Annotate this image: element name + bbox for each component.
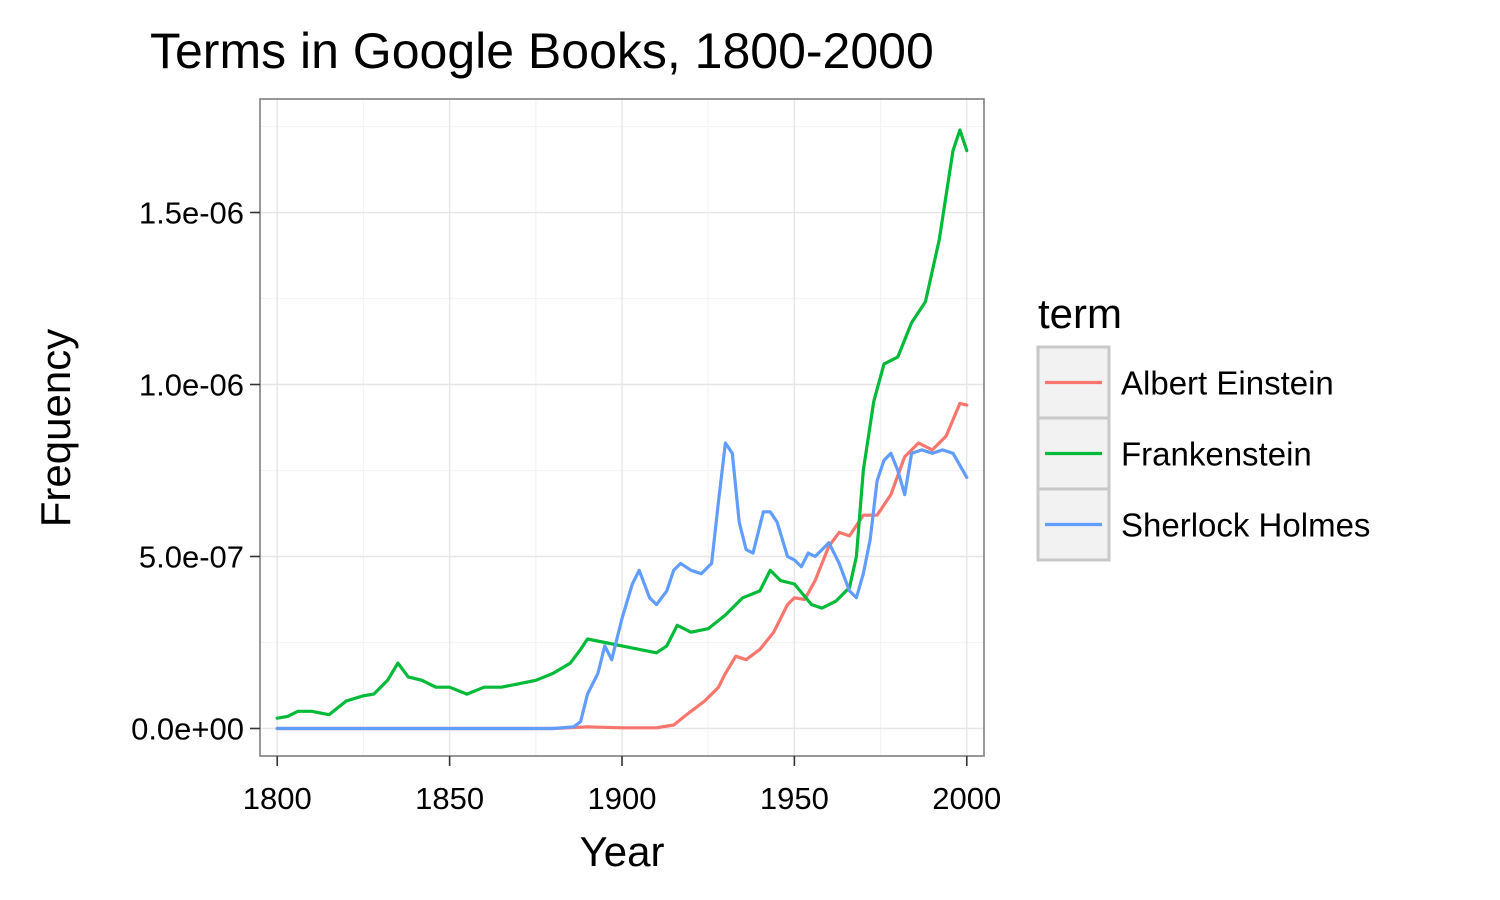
y-tick-label: 0.0e+00 (131, 711, 244, 746)
x-tick-label: 2000 (932, 781, 1001, 816)
y-tick-label: 1.5e-06 (139, 196, 244, 231)
legend-item-frankenstein: Frankenstein (1036, 416, 1312, 491)
x-tick-label: 1850 (415, 781, 484, 816)
y-axis: 0.0e+00 5.0e-07 1.0e-06 1.5e-06 (131, 196, 260, 746)
y-axis-label: Frequency (32, 329, 79, 527)
legend-label: Frankenstein (1121, 436, 1312, 473)
legend-item-albert-einstein: Albert Einstein (1036, 345, 1334, 420)
chart-title: Terms in Google Books, 1800-2000 (150, 23, 934, 79)
legend-items: Albert Einstein Frankenstein Sherlock Holm… (1036, 345, 1370, 562)
series-line-frankenstein (275, 128, 969, 720)
series-line-albert-einstein (275, 401, 969, 731)
y-tick-label: 1.0e-06 (139, 368, 244, 403)
x-tick-label: 1900 (588, 781, 657, 816)
series-lines (275, 128, 969, 731)
x-tick-label: 1950 (760, 781, 829, 816)
x-tick-label: 1800 (243, 781, 312, 816)
plot-panel (259, 98, 985, 757)
legend-item-sherlock-holmes: Sherlock Holmes (1036, 487, 1370, 562)
x-axis-label: Year (580, 828, 665, 875)
series-line-sherlock-holmes (275, 441, 969, 731)
legend-label: Albert Einstein (1121, 365, 1334, 402)
legend: term Albert Einstein Frankenstein Sherlock… (1036, 290, 1370, 562)
x-axis: 1800 1850 1900 1950 2000 (243, 756, 1001, 816)
legend-title: term (1038, 290, 1122, 337)
y-tick-label: 5.0e-07 (139, 539, 244, 574)
legend-label: Sherlock Holmes (1121, 507, 1370, 544)
